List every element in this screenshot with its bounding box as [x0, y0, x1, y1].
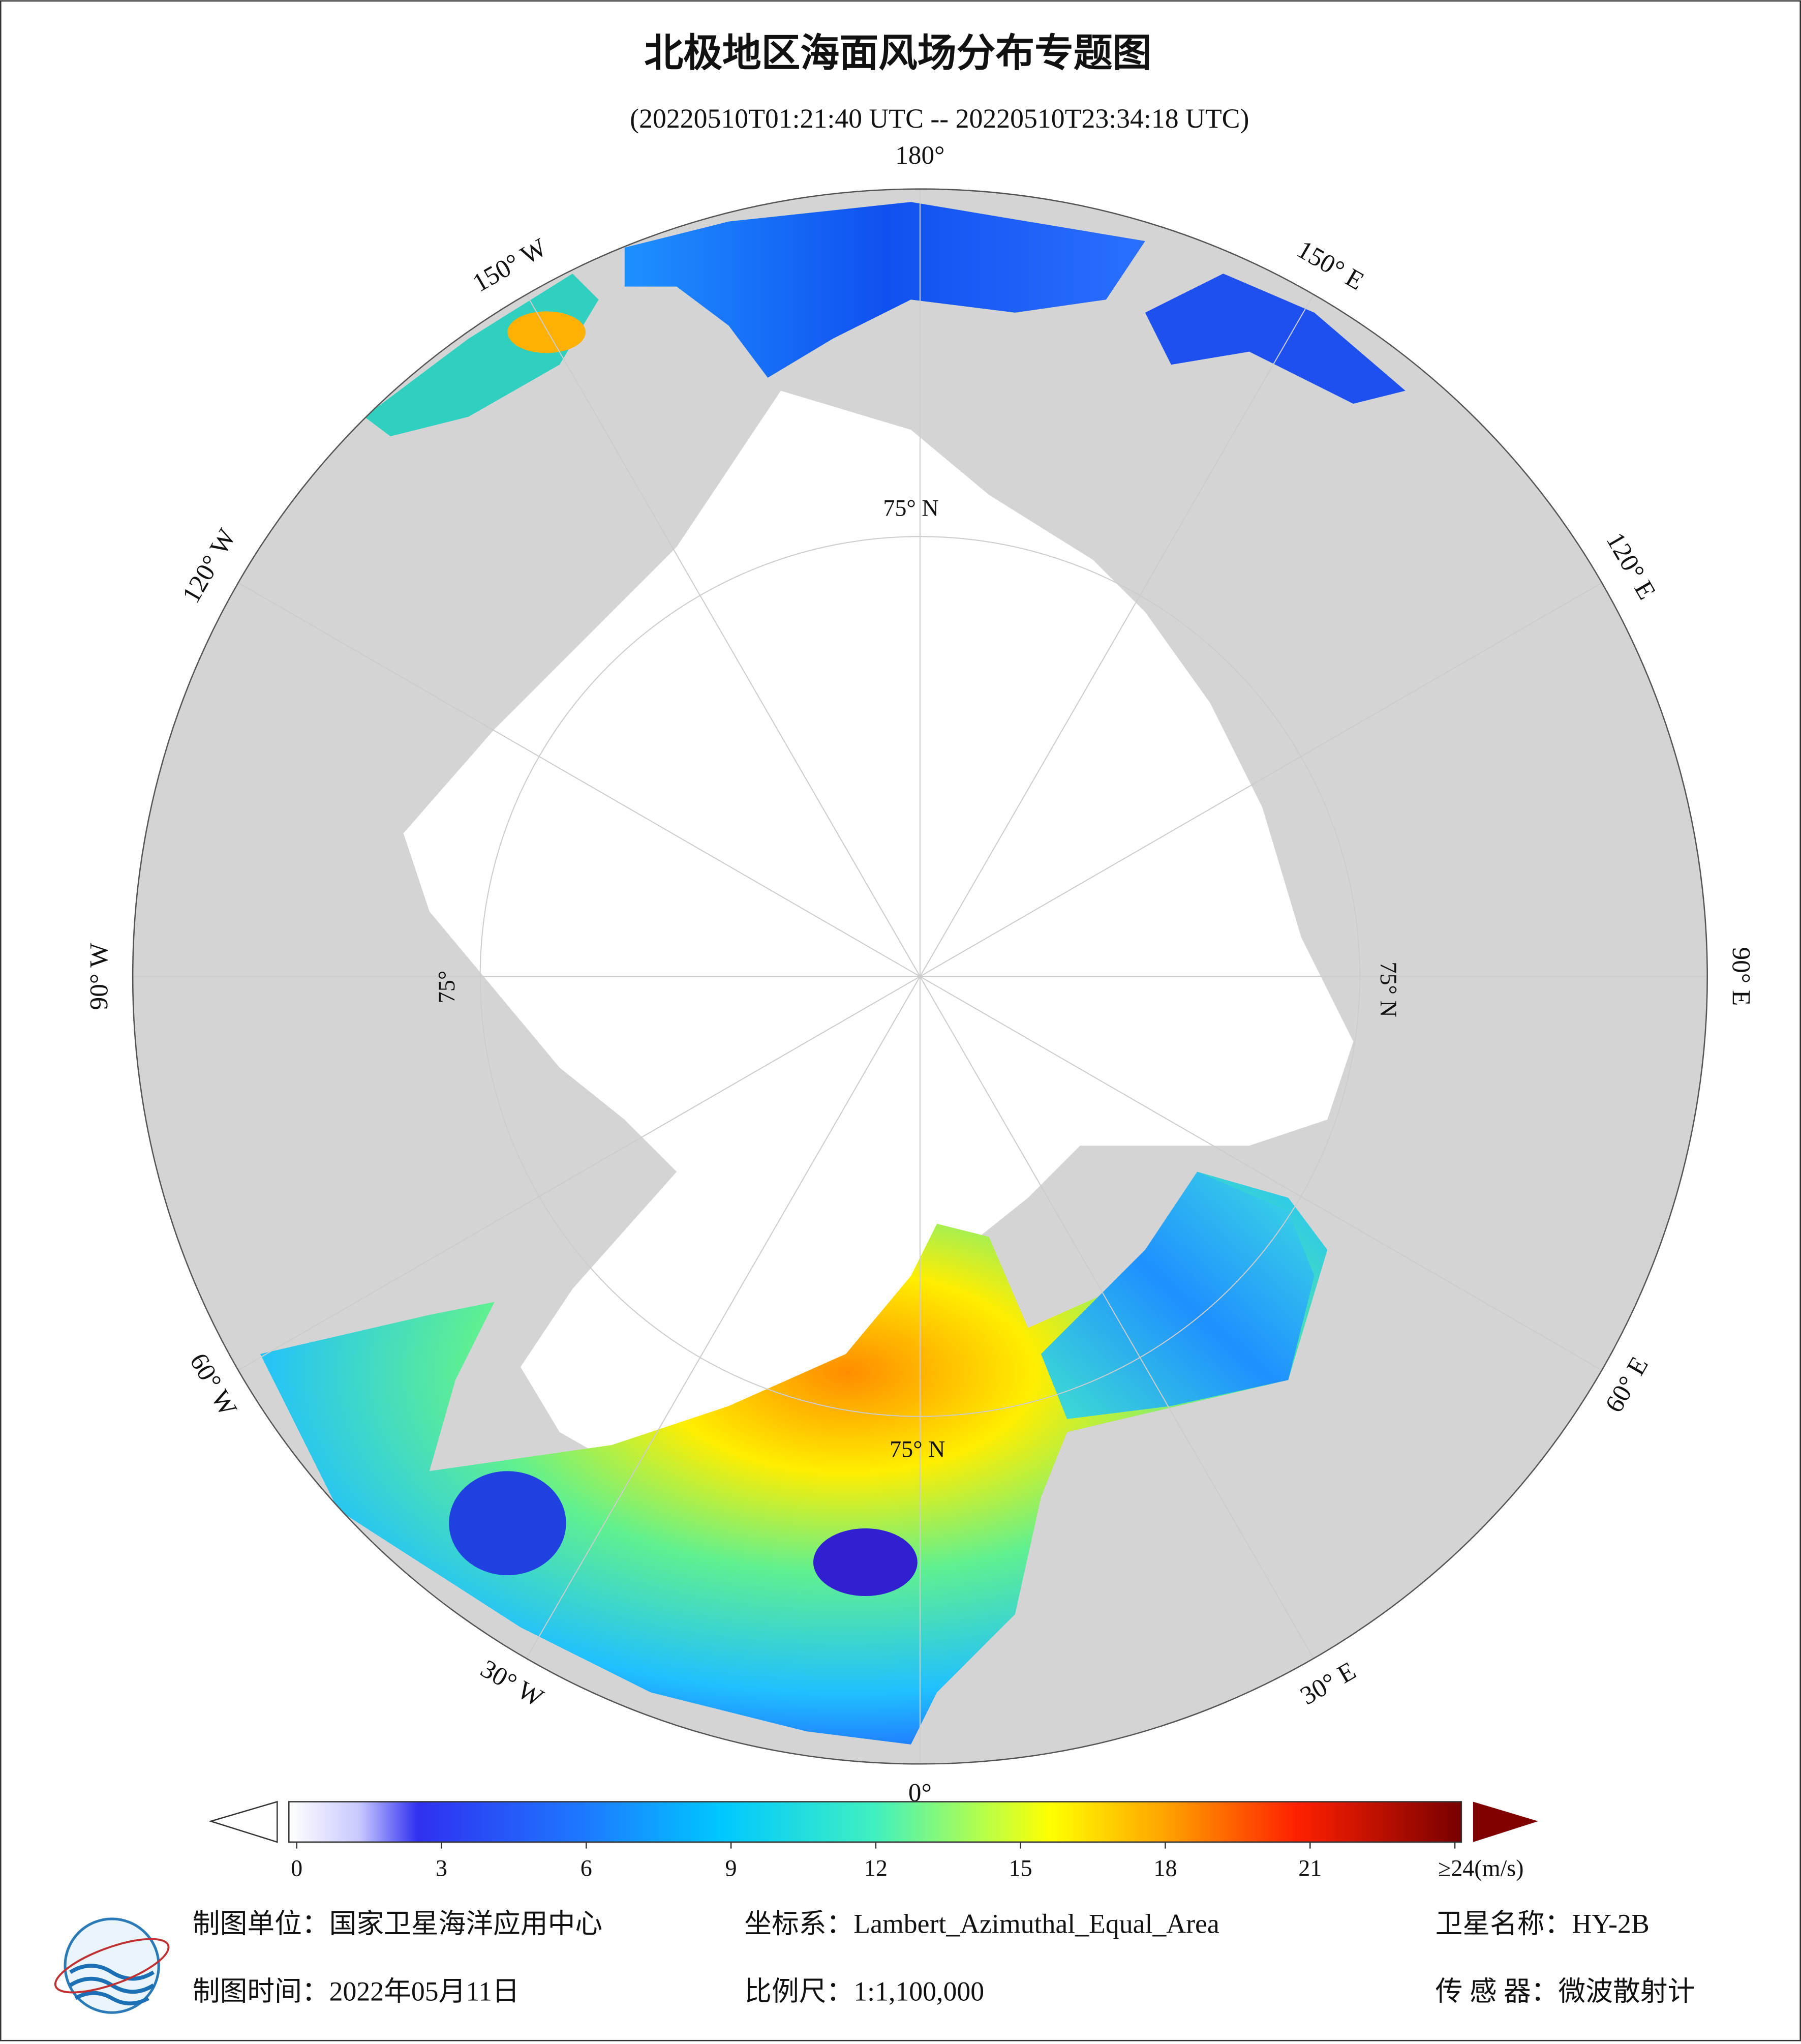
wind-swath-bering [624, 202, 1145, 378]
lon-label: 90° E [1726, 947, 1755, 1006]
arctic-ocean [403, 390, 1354, 1484]
colorbar-tick-label: 0 [291, 1855, 302, 1881]
lon-label: 120° E [1600, 528, 1661, 605]
footer-crs: 坐标系：Lambert_Azimuthal_Equal_Area [744, 1909, 1219, 1939]
meridian [526, 976, 921, 1659]
meridian [920, 294, 1315, 977]
colorbar-tick-label: 12 [864, 1855, 888, 1881]
wind-swath-okhotsk [1145, 274, 1406, 404]
footer-date: 制图时间：2022年05月11日 [193, 1976, 520, 2007]
meridian [920, 582, 1602, 977]
colorbar-tick-label: 15 [1009, 1855, 1032, 1881]
colorbar-tick-label: 21 [1298, 1855, 1322, 1881]
wind-low [449, 1471, 566, 1576]
meridian [238, 582, 921, 977]
colorbar-over [1473, 1801, 1538, 1842]
colorbar-tick-label: 6 [581, 1855, 592, 1881]
wind-swath-atlantic [260, 1171, 1328, 1745]
lon-label: 60° E [1600, 1352, 1654, 1418]
map-border [132, 188, 1708, 1765]
colorbar-tick-label: 9 [725, 1855, 737, 1881]
footer-unit: 制图单位：国家卫星海洋应用中心 [193, 1909, 602, 1939]
lat-label: 75° [434, 971, 460, 1003]
map-body [133, 189, 1707, 1764]
wind-high [507, 311, 586, 353]
colorbar [288, 1801, 1462, 1843]
title: 北极地区海面风场分布专题图 [644, 32, 1151, 75]
lon-label: 150° E [1292, 235, 1369, 296]
footer-satellite: 卫星名称：HY-2B [1436, 1909, 1650, 1939]
footer-sensor: 传 感 器：微波散射计 [1436, 1976, 1695, 2007]
colorbar-tick-label: 3 [436, 1855, 447, 1881]
wind-low [813, 1528, 918, 1597]
lat-label: 75° N [890, 1436, 945, 1462]
colorbar-under [208, 1800, 278, 1843]
colorbar-tick-label: 18 [1153, 1855, 1177, 1881]
colorbar-tick-label: ≥24(m/s) [1438, 1855, 1524, 1881]
lat-label: 75° N [883, 495, 938, 521]
meridian [920, 976, 1602, 1371]
footer-scale: 比例尺：1:1,100,000 [744, 1976, 984, 2007]
lat-label: 75° N [1376, 961, 1401, 1017]
lon-label: 30° E [1295, 1656, 1361, 1710]
lon-label: 90° W [84, 943, 113, 1010]
meridian [238, 976, 921, 1371]
logo [54, 1917, 170, 2014]
wind-swath-barents [1041, 1171, 1315, 1419]
meridian [920, 976, 1315, 1659]
colorbar-ticks: 0 3 6 9 12 15 18 21 ≥24(m/s) [291, 1842, 1524, 1881]
meridian [526, 294, 921, 977]
subtitle: (20220510T01:21:40 UTC -- 20220510T23:34… [630, 103, 1249, 134]
graticule [133, 189, 1707, 1764]
lat-circle [479, 536, 1361, 1417]
lon-label: 180° [895, 141, 944, 170]
